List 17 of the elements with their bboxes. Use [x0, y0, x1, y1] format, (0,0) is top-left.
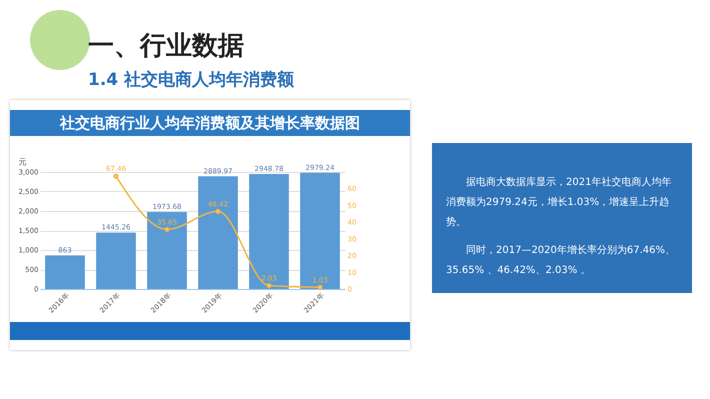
bar — [96, 232, 136, 289]
point — [113, 174, 119, 179]
point — [317, 284, 323, 290]
bar — [300, 172, 340, 289]
text: 据电商大数据库显示，2021年社交电商人均年消费额为2979.24元，增长1.03%，增速呈上升趋势。 — [446, 176, 672, 230]
y-axis-title: 元 — [18, 158, 26, 166]
point — [215, 208, 221, 214]
point — [164, 226, 170, 232]
bar — [249, 174, 289, 289]
bar — [198, 176, 238, 289]
text: 同时，2017—2020年增长率分别为67.46%、35.65% 、46.42%、2.03% 。 — [446, 244, 676, 278]
chart-title: 社交电商行业人均年消费额及其增长率数据图 — [10, 110, 410, 136]
chart-subtitle: 1.4 社交电商人均年消费额 — [88, 69, 294, 91]
text: 一、行业数据 — [88, 30, 244, 63]
point — [266, 283, 272, 288]
bar — [147, 212, 187, 289]
bar — [45, 255, 85, 289]
